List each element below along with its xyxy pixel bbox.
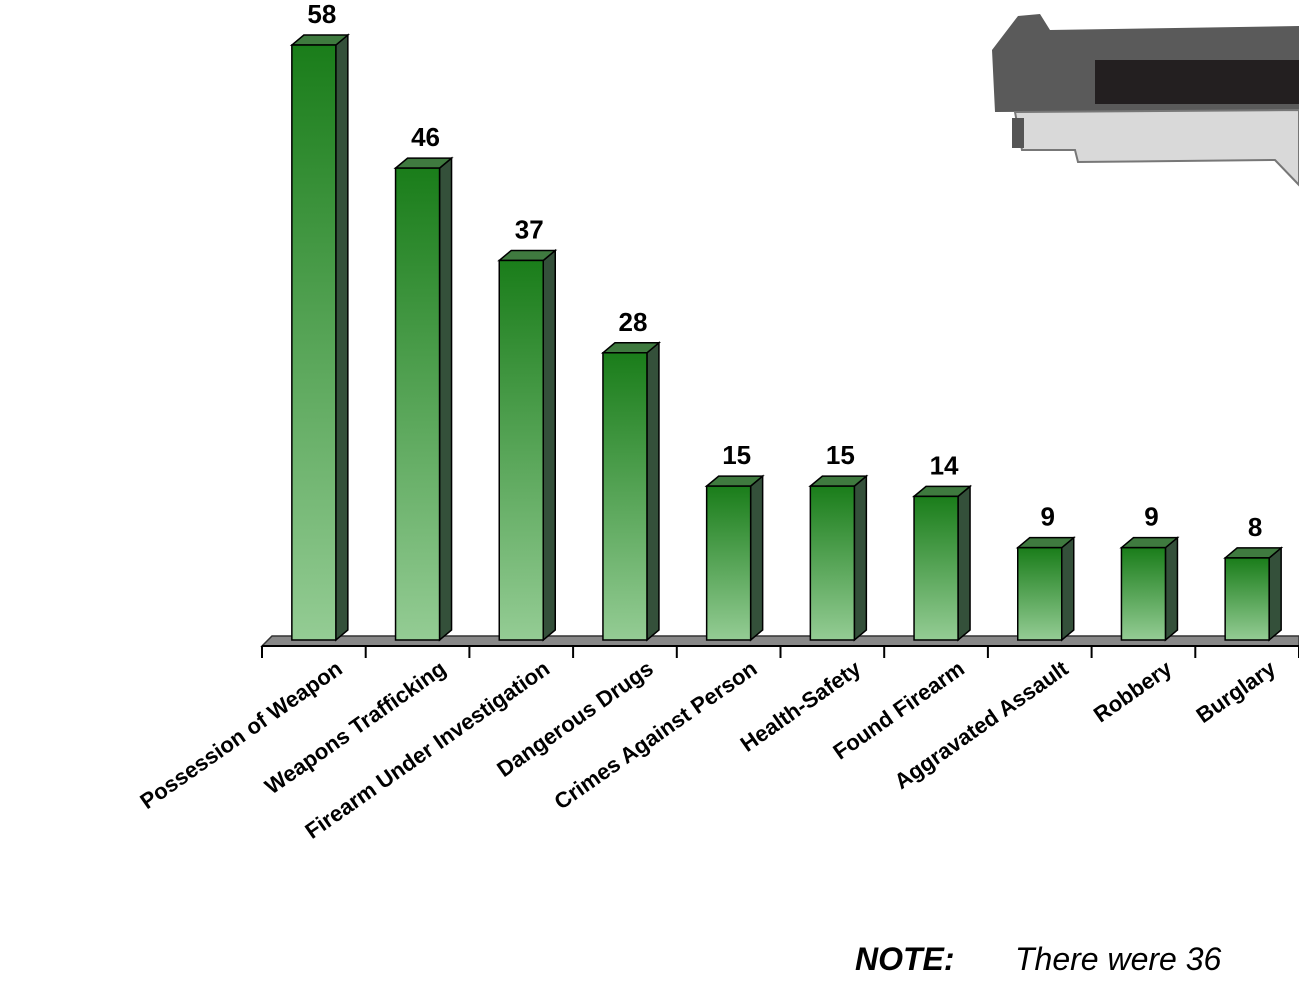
x-tick-label: Weapons Trafficking [260,656,450,800]
note-text: There were 36 [1015,941,1222,977]
bar-side [957,484,971,642]
x-tick-label: Aggravated Assault [890,655,1073,794]
x-tick-label: Burglary [1192,655,1281,728]
x-tick-label: Possession of Weapon [135,656,346,814]
bar-side [1164,536,1179,642]
value-label: 8 [1248,512,1262,542]
bar-front [394,167,441,641]
bar-front [809,485,856,641]
value-label: 15 [722,440,751,470]
bar-side [1268,546,1282,642]
x-tick-label: Robbery [1089,655,1177,727]
note-label: NOTE: [855,941,955,977]
bar-front [1224,557,1270,641]
value-label: 9 [1041,502,1055,532]
bar-front [1017,546,1063,641]
bar-front [498,259,544,641]
bar-side [853,474,868,642]
bar [497,248,558,642]
value-label: 9 [1144,502,1158,532]
bar [808,474,869,642]
bar [1223,546,1284,642]
bar [289,33,350,642]
bar-side [646,341,660,642]
value-label: 28 [618,307,647,337]
bar [1015,536,1076,642]
bar-front [1120,546,1167,641]
value-label: 14 [930,450,959,480]
pistol-illustration [992,14,1299,187]
value-label: 46 [411,122,440,152]
bar [393,156,454,642]
value-label: 15 [826,440,855,470]
bar [704,474,765,642]
x-tick-label: Crimes Against Person [550,656,762,815]
bar-side [335,33,349,642]
bar-side [749,474,764,642]
bar-side [542,248,556,642]
bar-front [291,44,337,641]
bar [1119,536,1180,642]
bar [600,341,662,642]
bar-side [438,156,453,642]
bar-side [1061,536,1075,642]
bar-front [913,495,959,641]
bar-front [705,485,752,641]
value-label: 58 [307,0,336,29]
bar [911,484,973,642]
value-label: 37 [515,214,544,244]
bar-front [602,352,648,641]
